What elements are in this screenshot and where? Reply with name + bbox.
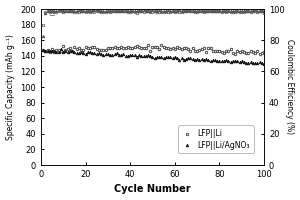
LFP||Li	[262, 51, 266, 53]
LFP||Li	[93, 46, 96, 49]
Y-axis label: Specific Capacity (mAh g⁻¹): Specific Capacity (mAh g⁻¹)	[6, 34, 15, 140]
Line: LFP||Li/AgNO₃: LFP||Li/AgNO₃	[42, 48, 266, 65]
LFP||Li	[84, 46, 87, 48]
LFP||Li	[249, 50, 253, 52]
LFP||Li	[233, 53, 237, 55]
LFP||Li/AgNO₃	[158, 56, 161, 59]
X-axis label: Cycle Number: Cycle Number	[114, 184, 191, 194]
Y-axis label: Coulombic Efficiency (%): Coulombic Efficiency (%)	[285, 39, 294, 135]
LFP||Li	[175, 46, 179, 49]
LFP||Li/AgNO₃	[41, 49, 45, 52]
LFP||Li	[146, 44, 150, 46]
LFP||Li	[256, 50, 259, 52]
LFP||Li/AgNO₃	[95, 53, 98, 55]
LFP||Li	[41, 49, 45, 52]
Line: LFP||Li: LFP||Li	[42, 44, 266, 55]
LFP||Li/AgNO₃	[59, 48, 63, 51]
LFP||Li/AgNO₃	[86, 51, 89, 53]
Text: △: △	[50, 10, 54, 15]
LFP||Li/AgNO₃	[254, 61, 257, 64]
LFP||Li/AgNO₃	[262, 63, 266, 65]
LFP||Li/AgNO₃	[247, 62, 250, 64]
Legend: LFP||Li, LFP||Li/AgNO₃: LFP||Li, LFP||Li/AgNO₃	[178, 125, 254, 153]
LFP||Li	[158, 48, 161, 50]
LFP||Li/AgNO₃	[175, 57, 179, 59]
